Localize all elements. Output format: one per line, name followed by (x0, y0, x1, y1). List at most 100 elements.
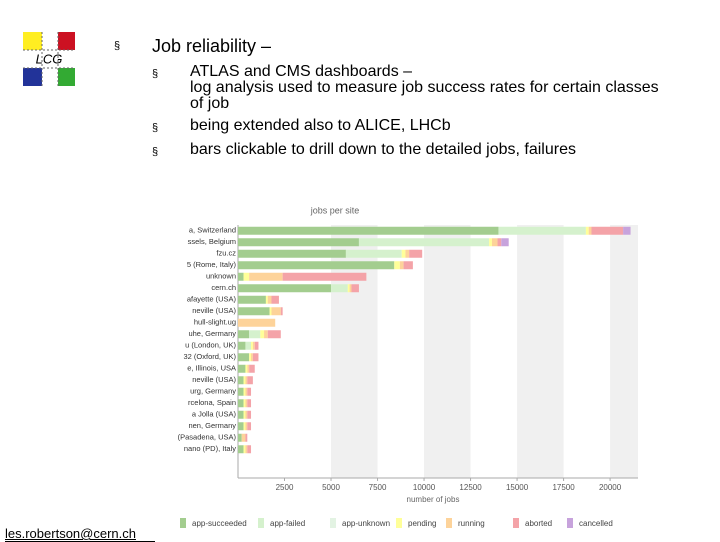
bullet-line: ATLAS and CMS dashboards – (190, 63, 413, 80)
bar-segment (260, 330, 265, 339)
y-tick-label: nen, Germany (188, 421, 236, 430)
y-tick-label: hull-slight.ug (194, 318, 236, 327)
background-band (610, 225, 638, 478)
bullet-marker: § (114, 40, 121, 52)
bullet-list: § ATLAS and CMS dashboards – log analysis … (152, 64, 672, 166)
bar-segment (238, 387, 244, 396)
legend-label: running (458, 519, 485, 528)
bar-segment (247, 445, 252, 454)
chart-title: jobs per site (310, 205, 360, 215)
y-tick-label: neville (USA) (192, 306, 236, 315)
bar-segment (247, 410, 252, 419)
bar-segment (238, 433, 242, 442)
bar-segment (238, 410, 244, 419)
legend-label: pending (408, 519, 436, 528)
bar-segment (498, 226, 586, 235)
bar-segment (267, 330, 281, 339)
bar-segment (243, 272, 250, 281)
bar-segment (245, 364, 248, 373)
bullet: § being extended also to ALICE, LHCb (152, 118, 672, 136)
bullet-marker: § (152, 146, 159, 158)
bar-segment (254, 341, 259, 350)
bar-segment (251, 341, 253, 350)
bar-segment (247, 364, 250, 373)
bar-segment (238, 353, 250, 362)
bar-segment (249, 353, 252, 362)
logo-text: LCG (36, 51, 63, 66)
bar-segment (238, 364, 246, 373)
bar-segment (585, 226, 589, 235)
x-tick-label: 5000 (322, 483, 340, 492)
legend-swatch (330, 518, 336, 528)
bar-segment (331, 284, 348, 293)
bar-segment (249, 364, 255, 373)
bar-segment (238, 399, 244, 408)
logo-square (23, 32, 42, 50)
bar-segment (491, 238, 498, 247)
bar-segment (251, 353, 253, 362)
bar-segment (243, 387, 246, 396)
bar-segment (247, 422, 252, 431)
bar-segment (238, 284, 332, 293)
bar-segment (238, 295, 266, 304)
bar-segment (588, 226, 592, 235)
bar-segment (245, 341, 252, 350)
bar-segment (489, 238, 492, 247)
heading-text: Job reliability – (152, 36, 272, 56)
y-tick-label: e, Illinois, USA (187, 364, 236, 373)
bullet-line: being extended also to ALICE, LHCb (190, 117, 451, 134)
y-tick-label: 5 (Rome, Italy) (187, 260, 237, 269)
bar-segment (247, 399, 252, 408)
y-tick-label: urg, Germany (190, 387, 236, 396)
y-tick-label: fzu.cz (216, 249, 236, 258)
legend-swatch (513, 518, 519, 528)
x-tick-label: 17500 (552, 483, 575, 492)
heading: § Job reliability – (114, 36, 272, 57)
legend-swatch (446, 518, 452, 528)
x-tick-label: 2500 (276, 483, 294, 492)
bar-segment (247, 376, 253, 385)
bar-segment (269, 307, 272, 316)
bar-segment (238, 318, 276, 327)
bar-segment (252, 353, 259, 362)
bullet-text: ATLAS and CMS dashboards – log analysis u… (190, 64, 660, 112)
bar-segment (347, 284, 350, 293)
legend-swatch (180, 518, 186, 528)
bar-segment (243, 410, 246, 419)
bar-segment (264, 330, 268, 339)
bullet-marker: § (152, 122, 159, 134)
bar-segment (271, 307, 281, 316)
bar-segment (238, 226, 499, 235)
bar-segment (245, 445, 248, 454)
bar-segment (243, 445, 246, 454)
bar-segment (238, 261, 395, 270)
legend-swatch (567, 518, 573, 528)
bar-segment (243, 376, 246, 385)
legend-label: app-failed (270, 519, 305, 528)
bar-segment (358, 238, 490, 247)
bar-segment (403, 261, 413, 270)
bar-segment (591, 226, 624, 235)
background-band (517, 225, 564, 478)
x-tick-label: 7500 (369, 483, 387, 492)
bar-segment (345, 249, 402, 258)
bullet: § ATLAS and CMS dashboards – log analysis … (152, 64, 672, 112)
y-tick-label: a, Switzerland (189, 226, 236, 235)
bar-segment (238, 272, 244, 281)
bullet-marker: § (152, 68, 159, 80)
bar-segment (623, 226, 631, 235)
bullet: § bars clickable to drill down to the det… (152, 142, 672, 160)
x-tick-label: 20000 (599, 483, 622, 492)
bar-segment (401, 249, 406, 258)
bar-segment (238, 445, 244, 454)
bar-segment (243, 399, 246, 408)
bullet-text: bars clickable to drill down to the deta… (190, 142, 660, 160)
bar-segment (241, 433, 246, 442)
x-tick-label: 15000 (506, 483, 529, 492)
bar-segment (238, 341, 246, 350)
bar-segment (245, 433, 248, 442)
bar-segment (252, 341, 255, 350)
bar-segment (238, 330, 250, 339)
background-band (424, 225, 471, 478)
